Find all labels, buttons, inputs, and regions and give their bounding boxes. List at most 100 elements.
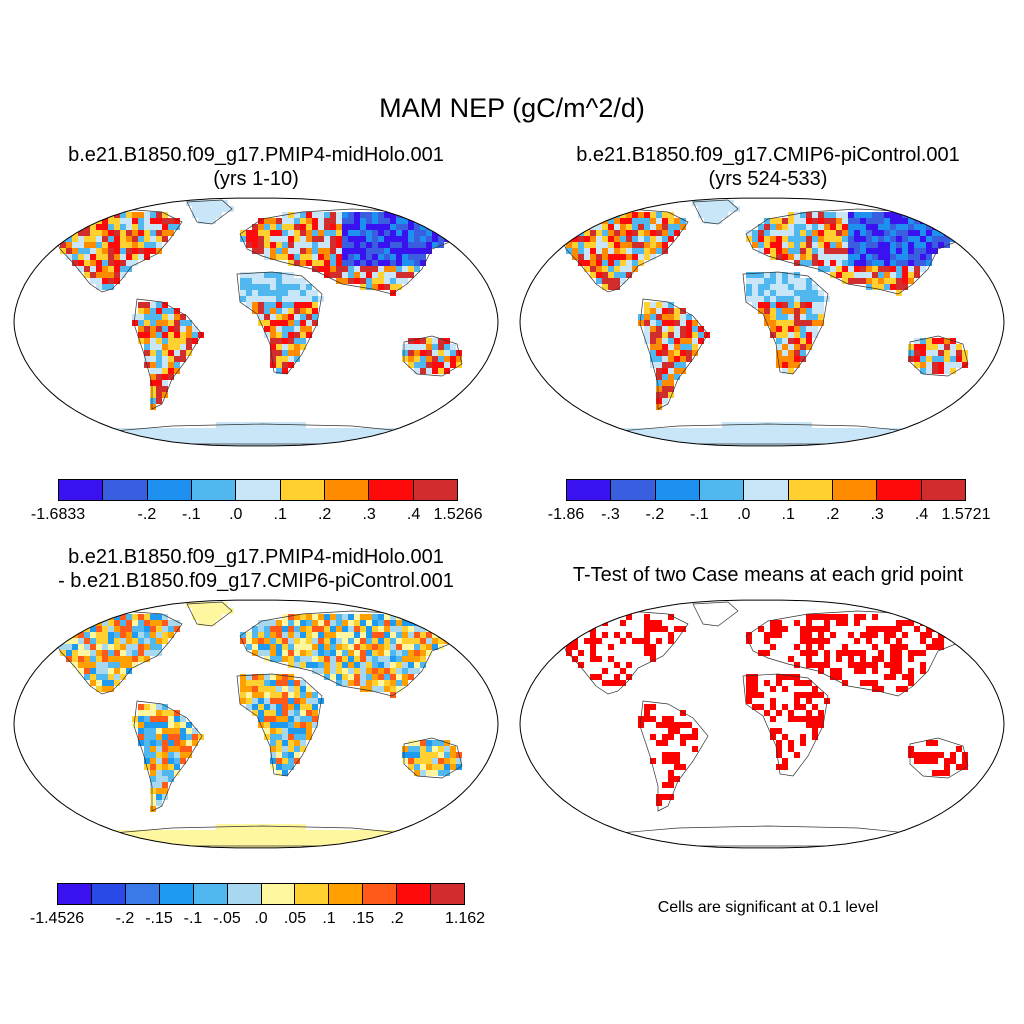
map-grid-cell: [758, 242, 764, 248]
map-grid-cell: [144, 836, 150, 842]
map-grid-cell: [270, 824, 276, 830]
map-grid-cell: [590, 248, 596, 254]
map-grid-cell: [354, 242, 360, 248]
map-grid-cell: [144, 650, 150, 656]
map-grid-cell: [608, 212, 614, 218]
map-grid-cell: [390, 230, 396, 236]
map-grid-cell: [776, 284, 782, 290]
map-grid-cell: [572, 224, 578, 230]
map-grid-cell: [426, 242, 432, 248]
map-grid-cell: [384, 428, 390, 434]
map-grid-cell: [90, 650, 96, 656]
map-grid-cell: [282, 428, 288, 434]
map-grid-cell: [192, 200, 198, 206]
map-grid-cell: [282, 242, 288, 248]
map-grid-cell: [650, 734, 656, 740]
map-grid-cell: [926, 224, 932, 230]
map-grid-cell: [896, 626, 902, 632]
map-grid-cell: [276, 248, 282, 254]
map-grid-cell: [144, 308, 150, 314]
colorbar-label: -.2: [645, 506, 665, 523]
map-grid-cell: [590, 218, 596, 224]
map-grid-cell: [572, 248, 578, 254]
map-grid-cell: [408, 764, 414, 770]
map-grid-cell: [306, 248, 312, 254]
map-grid-cell: [596, 272, 602, 278]
map-grid-cell: [860, 248, 866, 254]
map-grid-cell: [318, 428, 324, 434]
map-grid-cell: [590, 266, 596, 272]
map-grid-cell: [282, 752, 288, 758]
map-grid-cell: [620, 266, 626, 272]
map-grid-cell: [246, 434, 252, 440]
map-grid-cell: [384, 662, 390, 668]
map-grid-cell: [162, 392, 168, 398]
map-grid-cell: [782, 236, 788, 242]
map-grid-cell: [276, 830, 282, 836]
map-grid-cell: [396, 224, 402, 230]
map-grid-cell: [656, 212, 662, 218]
map-grid-cell: [264, 824, 270, 830]
map-grid-cell: [824, 242, 830, 248]
map-grid-cell: [294, 260, 300, 266]
map-grid-cell: [680, 362, 686, 368]
map-grid-cell: [264, 314, 270, 320]
map-grid-cell: [174, 332, 180, 338]
map-grid-cell: [144, 242, 150, 248]
map-grid-cell: [96, 224, 102, 230]
map-grid-cell: [288, 722, 294, 728]
map-grid-cell: [300, 218, 306, 224]
map-grid-cell: [66, 632, 72, 638]
map-grid-cell: [96, 638, 102, 644]
map-grid-cell: [704, 206, 710, 212]
map-grid-cell: [396, 230, 402, 236]
map-grid-cell: [276, 428, 282, 434]
map-grid-cell: [108, 656, 114, 662]
map-grid-cell: [168, 356, 174, 362]
map-grid-cell: [402, 236, 408, 242]
map-grid-cell: [156, 752, 162, 758]
map-grid-cell: [264, 218, 270, 224]
map-grid-cell: [138, 302, 144, 308]
map-grid-cell: [246, 242, 252, 248]
map-grid-cell: [860, 230, 866, 236]
map-grid-cell: [614, 236, 620, 242]
map-grid-cell: [72, 260, 78, 266]
map-grid-cell: [210, 842, 216, 848]
map-grid-cell: [638, 722, 644, 728]
map-grid-cell: [626, 230, 632, 236]
map-grid-cell: [276, 440, 282, 446]
map-grid-cell: [270, 332, 276, 338]
map-grid-cell: [156, 746, 162, 752]
map-grid-cell: [818, 626, 824, 632]
map-grid-cell: [156, 740, 162, 746]
map-grid-cell: [818, 290, 824, 296]
map-grid-cell: [450, 764, 456, 770]
map-grid-cell: [174, 734, 180, 740]
map-grid-cell: [264, 830, 270, 836]
map-grid-cell: [312, 620, 318, 626]
map-grid-cell: [300, 614, 306, 620]
map-grid-cell: [150, 710, 156, 716]
map-grid-cell: [144, 620, 150, 626]
map-grid-cell: [90, 680, 96, 686]
map-grid-cell: [174, 620, 180, 626]
map-grid-cell: [638, 638, 644, 644]
map-grid-cell: [330, 632, 336, 638]
map-grid-cell: [752, 440, 758, 446]
map-grid-cell: [842, 278, 848, 284]
map-grid-cell: [366, 632, 372, 638]
map-grid-cell: [240, 830, 246, 836]
map-grid-cell: [300, 698, 306, 704]
map-grid-cell: [896, 662, 902, 668]
map-grid-cell: [246, 302, 252, 308]
map-grid-cell: [90, 272, 96, 278]
map-grid-cell: [860, 428, 866, 434]
map-grid-cell: [336, 266, 342, 272]
map-grid-cell: [668, 236, 674, 242]
map-grid-cell: [312, 260, 318, 266]
map-grid-cell: [132, 656, 138, 662]
map-grid-cell: [156, 704, 162, 710]
map-grid-cell: [746, 686, 752, 692]
map-grid-cell: [96, 212, 102, 218]
